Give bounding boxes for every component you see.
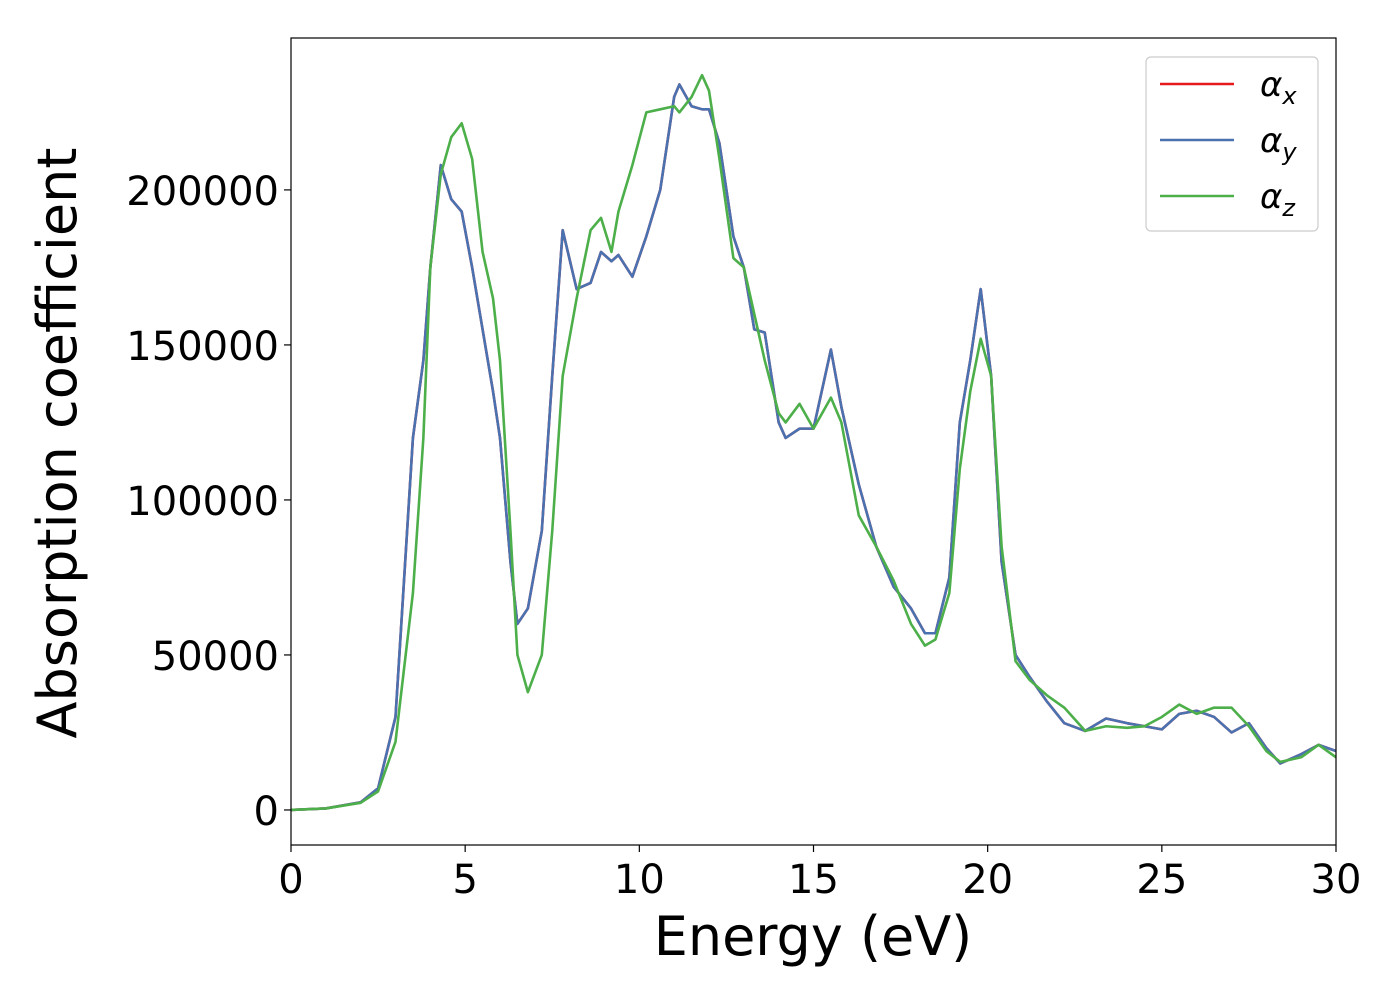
legend-box xyxy=(1145,56,1319,232)
y-tick-label: 200000 xyxy=(126,169,279,215)
legend-label: αx xyxy=(1260,65,1297,110)
legend-label: αy xyxy=(1260,121,1297,166)
legend-label: αz xyxy=(1260,177,1296,222)
series-line xyxy=(291,73,1336,812)
x-tick-label: 25 xyxy=(1136,857,1187,903)
plot-area xyxy=(291,73,1336,812)
y-tick-label: 100000 xyxy=(126,479,279,525)
x-tick-label: 0 xyxy=(278,857,303,903)
x-tick-label: 10 xyxy=(614,857,665,903)
y-tick-label: 50000 xyxy=(152,634,279,680)
y-axis-label: Absorption coefficient xyxy=(26,148,89,739)
x-tick-label: 20 xyxy=(962,857,1013,903)
x-axis-label: Energy (eV) xyxy=(654,905,973,968)
x-tick-label: 5 xyxy=(452,857,477,903)
x-tick-label: 15 xyxy=(788,857,839,903)
y-tick-label: 150000 xyxy=(126,324,279,370)
y-tick-label: 0 xyxy=(254,789,279,835)
x-tick-label: 30 xyxy=(1311,857,1362,903)
series-line xyxy=(291,83,1336,812)
